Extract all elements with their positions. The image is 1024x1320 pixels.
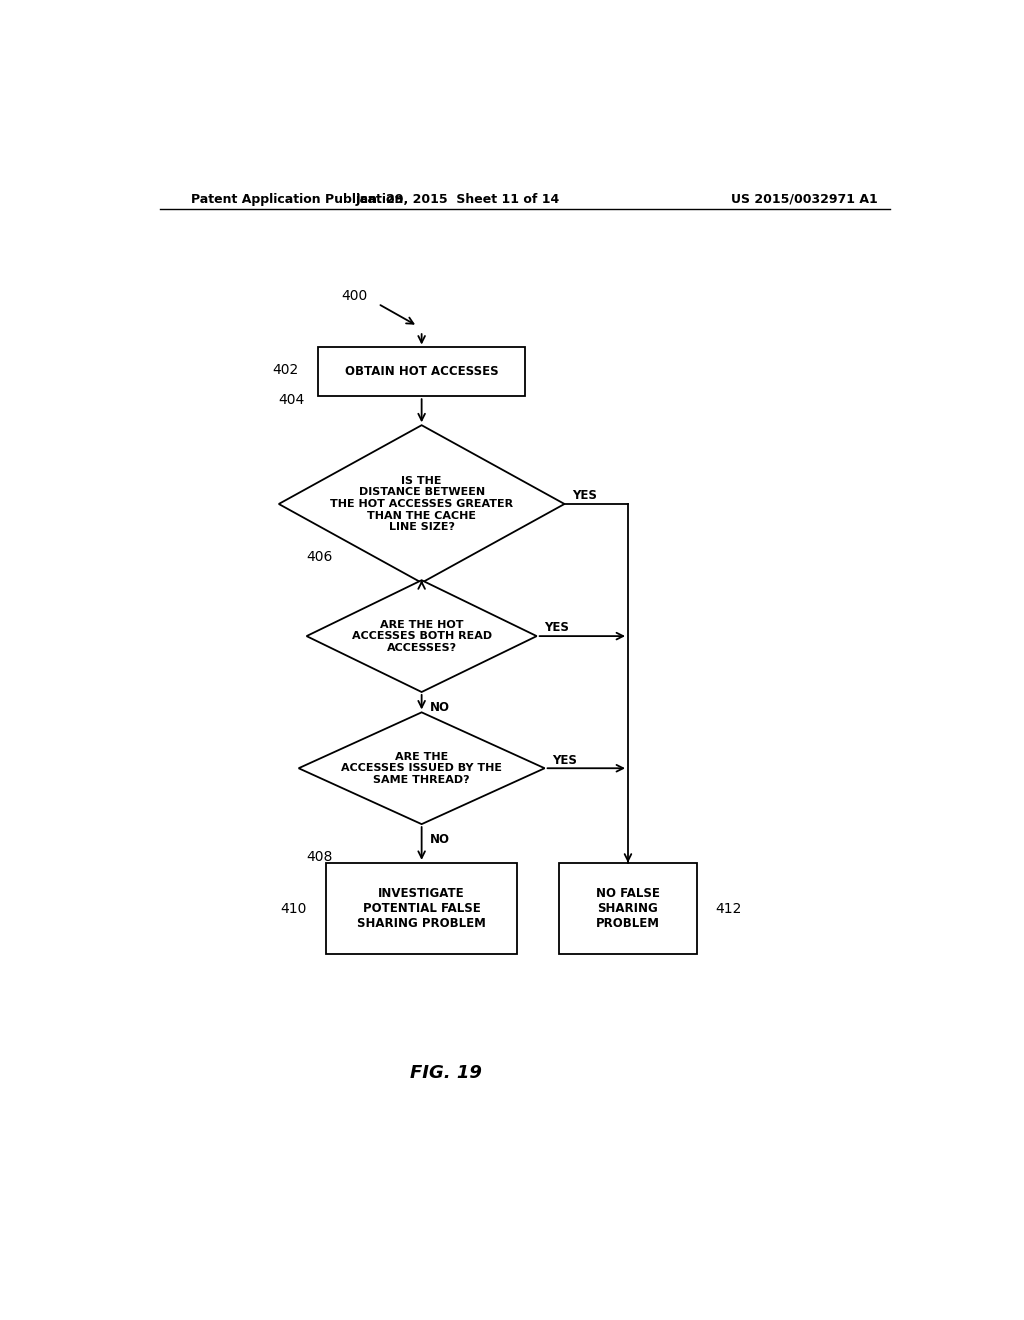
- FancyBboxPatch shape: [327, 863, 517, 954]
- Text: OBTAIN HOT ACCESSES: OBTAIN HOT ACCESSES: [345, 366, 499, 379]
- Text: NO: NO: [430, 833, 450, 846]
- Text: YES: YES: [553, 754, 578, 767]
- Text: ARE THE
ACCESSES ISSUED BY THE
SAME THREAD?: ARE THE ACCESSES ISSUED BY THE SAME THRE…: [341, 751, 502, 785]
- Polygon shape: [299, 713, 545, 824]
- Text: FIG. 19: FIG. 19: [410, 1064, 481, 1082]
- Text: 408: 408: [306, 850, 333, 863]
- Text: NO FALSE
SHARING
PROBLEM: NO FALSE SHARING PROBLEM: [596, 887, 660, 931]
- Text: 400: 400: [341, 289, 368, 302]
- Text: IS THE
DISTANCE BETWEEN
THE HOT ACCESSES GREATER
THAN THE CACHE
LINE SIZE?: IS THE DISTANCE BETWEEN THE HOT ACCESSES…: [330, 475, 513, 532]
- Text: 406: 406: [306, 550, 333, 564]
- Text: Jan. 29, 2015  Sheet 11 of 14: Jan. 29, 2015 Sheet 11 of 14: [355, 193, 559, 206]
- Text: ARE THE HOT
ACCESSES BOTH READ
ACCESSES?: ARE THE HOT ACCESSES BOTH READ ACCESSES?: [351, 619, 492, 652]
- FancyBboxPatch shape: [318, 347, 524, 396]
- Text: US 2015/0032971 A1: US 2015/0032971 A1: [731, 193, 878, 206]
- Text: NO: NO: [430, 701, 450, 714]
- Text: NO: NO: [430, 591, 450, 605]
- Text: Patent Application Publication: Patent Application Publication: [191, 193, 403, 206]
- Text: 410: 410: [281, 902, 306, 916]
- Text: YES: YES: [545, 622, 569, 635]
- Text: 412: 412: [715, 902, 741, 916]
- Polygon shape: [279, 425, 564, 582]
- Text: 402: 402: [272, 363, 299, 376]
- Text: YES: YES: [572, 490, 597, 503]
- Polygon shape: [306, 581, 537, 692]
- FancyBboxPatch shape: [558, 863, 697, 954]
- Text: INVESTIGATE
POTENTIAL FALSE
SHARING PROBLEM: INVESTIGATE POTENTIAL FALSE SHARING PROB…: [357, 887, 486, 931]
- Text: 404: 404: [279, 393, 305, 407]
